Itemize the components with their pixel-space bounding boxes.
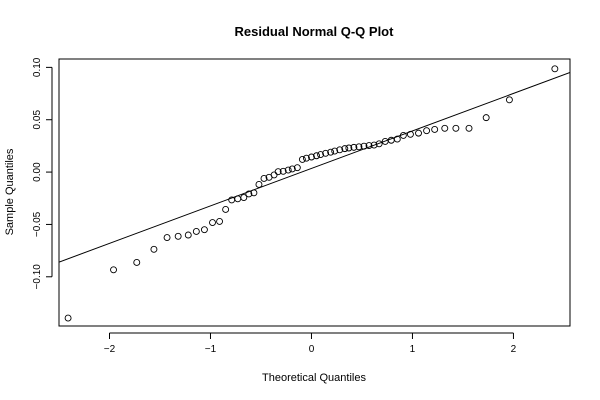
data-point-5 <box>163 234 171 241</box>
data-point-35 <box>336 146 344 154</box>
y-axis-label: Sample Quantiles <box>4 148 16 235</box>
data-point-16 <box>245 190 253 198</box>
data-point-36 <box>341 145 349 153</box>
data-point-37 <box>345 144 353 152</box>
data-point-34 <box>331 147 339 155</box>
y-axis: −0.10 −0.05 0.00 0.05 0.10 <box>32 57 53 290</box>
data-point-8 <box>192 228 200 235</box>
data-point-50 <box>423 127 431 135</box>
x-axis-label: Theoretical Quantiles <box>262 372 366 384</box>
data-point-12 <box>222 206 230 213</box>
data-point-56 <box>505 96 513 104</box>
data-point-26 <box>293 164 301 172</box>
data-point-23 <box>279 167 287 175</box>
plot-area <box>58 58 571 327</box>
y-tick-label-1: −0.10 <box>32 264 43 290</box>
data-point-14 <box>234 195 242 203</box>
x-tick-label-5: 2 <box>511 344 517 355</box>
data-point-54 <box>465 124 473 132</box>
data-point-57 <box>551 65 559 73</box>
data-point-52 <box>441 124 449 132</box>
x-tick-label-2: −1 <box>205 344 217 355</box>
data-point-11 <box>216 217 224 225</box>
data-point-22 <box>274 168 282 176</box>
y-tick-label-5: 0.10 <box>32 57 43 77</box>
data-point-43 <box>375 140 383 148</box>
x-tick-label-1: −2 <box>104 344 116 355</box>
data-point-29 <box>308 153 315 161</box>
data-point-41 <box>365 142 373 150</box>
data-point-9 <box>200 226 208 234</box>
x-axis: −2 −1 0 1 2 <box>104 332 517 355</box>
data-point-51 <box>431 126 439 133</box>
qq-reference-line <box>59 71 570 263</box>
data-point-28 <box>302 154 310 162</box>
data-point-45 <box>387 136 395 144</box>
data-point-49 <box>415 129 422 137</box>
y-tick-label-4: 0.05 <box>32 110 43 130</box>
data-point-18 <box>255 180 263 188</box>
data-point-7 <box>184 231 192 239</box>
x-tick-label-3: 0 <box>309 344 315 355</box>
data-point-40 <box>360 142 368 150</box>
data-point-47 <box>399 131 407 139</box>
data-point-19 <box>260 175 268 182</box>
data-point-10 <box>209 219 216 227</box>
chart-title: Residual Normal Q-Q Plot <box>235 24 395 39</box>
data-point-33 <box>327 148 335 156</box>
data-point-25 <box>288 165 296 173</box>
data-point-2 <box>110 266 117 274</box>
data-point-39 <box>355 143 363 151</box>
data-point-1 <box>64 314 72 322</box>
data-point-46 <box>393 135 401 143</box>
data-point-6 <box>174 232 182 240</box>
data-point-31 <box>317 151 325 159</box>
data-point-4 <box>150 245 158 253</box>
data-point-21 <box>270 171 278 179</box>
data-point-38 <box>350 143 358 151</box>
data-point-42 <box>370 141 378 149</box>
data-point-27 <box>298 155 306 163</box>
data-point-55 <box>482 114 490 122</box>
data-point-24 <box>284 166 292 174</box>
y-tick-label-2: −0.05 <box>32 211 43 237</box>
data-point-32 <box>322 149 330 157</box>
data-point-3 <box>133 258 141 266</box>
y-tick-label-3: 0.00 <box>32 162 43 182</box>
data-point-30 <box>313 152 320 160</box>
data-point-17 <box>250 189 258 197</box>
data-point-48 <box>406 130 414 138</box>
data-point-53 <box>452 124 460 132</box>
data-point-15 <box>240 194 248 201</box>
x-tick-label-4: 1 <box>410 344 416 355</box>
plot-frame <box>58 58 571 327</box>
